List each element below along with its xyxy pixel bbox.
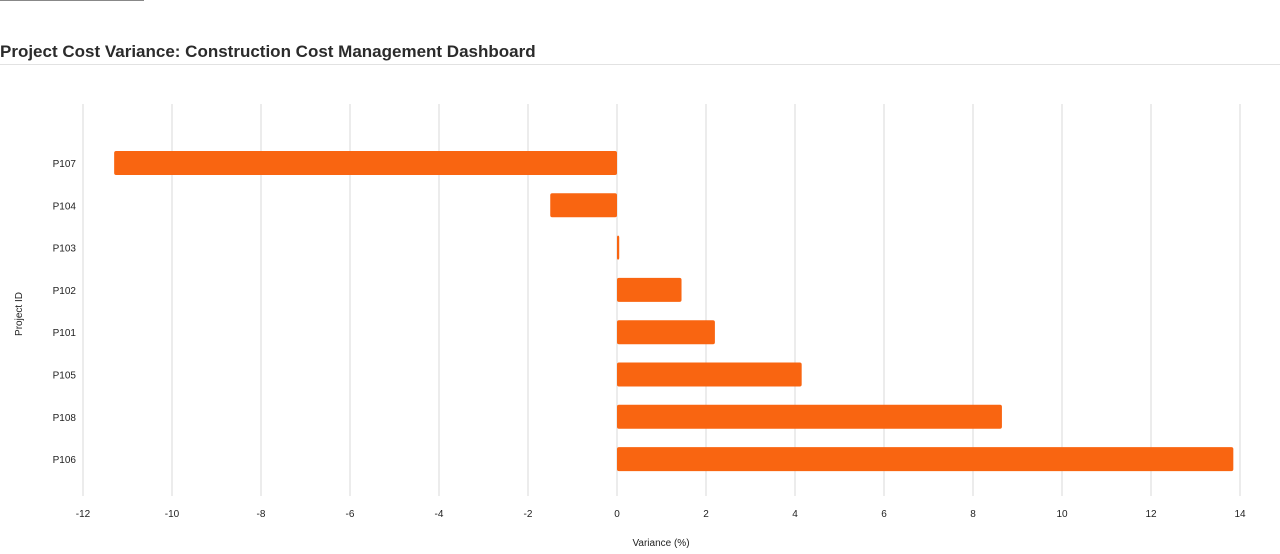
x-axis-label: Variance (%) <box>632 538 689 549</box>
bar-p103[interactable] <box>617 235 620 260</box>
x-tick-label: 6 <box>881 509 887 520</box>
page-title: Project Cost Variance: Construction Cost… <box>0 42 536 61</box>
y-tick-label: P106 <box>53 455 77 466</box>
header: Project Cost Variance: Construction Cost… <box>0 38 1280 65</box>
y-tick-label: P102 <box>53 286 77 297</box>
x-tick-label: 2 <box>703 509 709 520</box>
y-axis-label: Project ID <box>14 292 25 336</box>
x-tick-label: -6 <box>346 509 355 520</box>
x-tick-label: 14 <box>1234 509 1246 520</box>
y-tick-label: P101 <box>53 328 77 339</box>
x-tick-label: -8 <box>257 509 266 520</box>
x-tick-label: 4 <box>792 509 798 520</box>
top-tab-indicator <box>0 0 144 1</box>
bar-p105[interactable] <box>617 362 802 387</box>
x-tick-label: -4 <box>435 509 444 520</box>
bar-p108[interactable] <box>617 404 1002 429</box>
bar-p102[interactable] <box>617 277 682 302</box>
x-tick-label: 10 <box>1056 509 1068 520</box>
y-tick-label: P103 <box>53 244 77 255</box>
bar-p104[interactable] <box>550 193 617 218</box>
y-tick-labels: P107 P104 P103 P102 P101 P105 P108 P106 <box>53 159 77 466</box>
x-tick-label: -12 <box>76 509 91 520</box>
y-tick-label: P108 <box>53 413 77 424</box>
x-tick-label: -2 <box>524 509 533 520</box>
bar-p101[interactable] <box>617 320 715 345</box>
y-tick-label: P104 <box>53 201 77 212</box>
x-tick-label: 8 <box>970 509 976 520</box>
bar-p106[interactable] <box>617 447 1234 472</box>
y-tick-label: P105 <box>53 371 77 382</box>
x-tick-label: -10 <box>165 509 180 520</box>
y-tick-label: P107 <box>53 159 77 170</box>
x-tick-label: 12 <box>1145 509 1157 520</box>
bars <box>114 151 1234 472</box>
bar-p107[interactable] <box>114 151 618 175</box>
x-tick-labels: -12 -10 -8 -6 -4 -2 0 2 4 6 8 10 12 14 <box>76 509 1246 520</box>
x-tick-label: 0 <box>614 509 620 520</box>
